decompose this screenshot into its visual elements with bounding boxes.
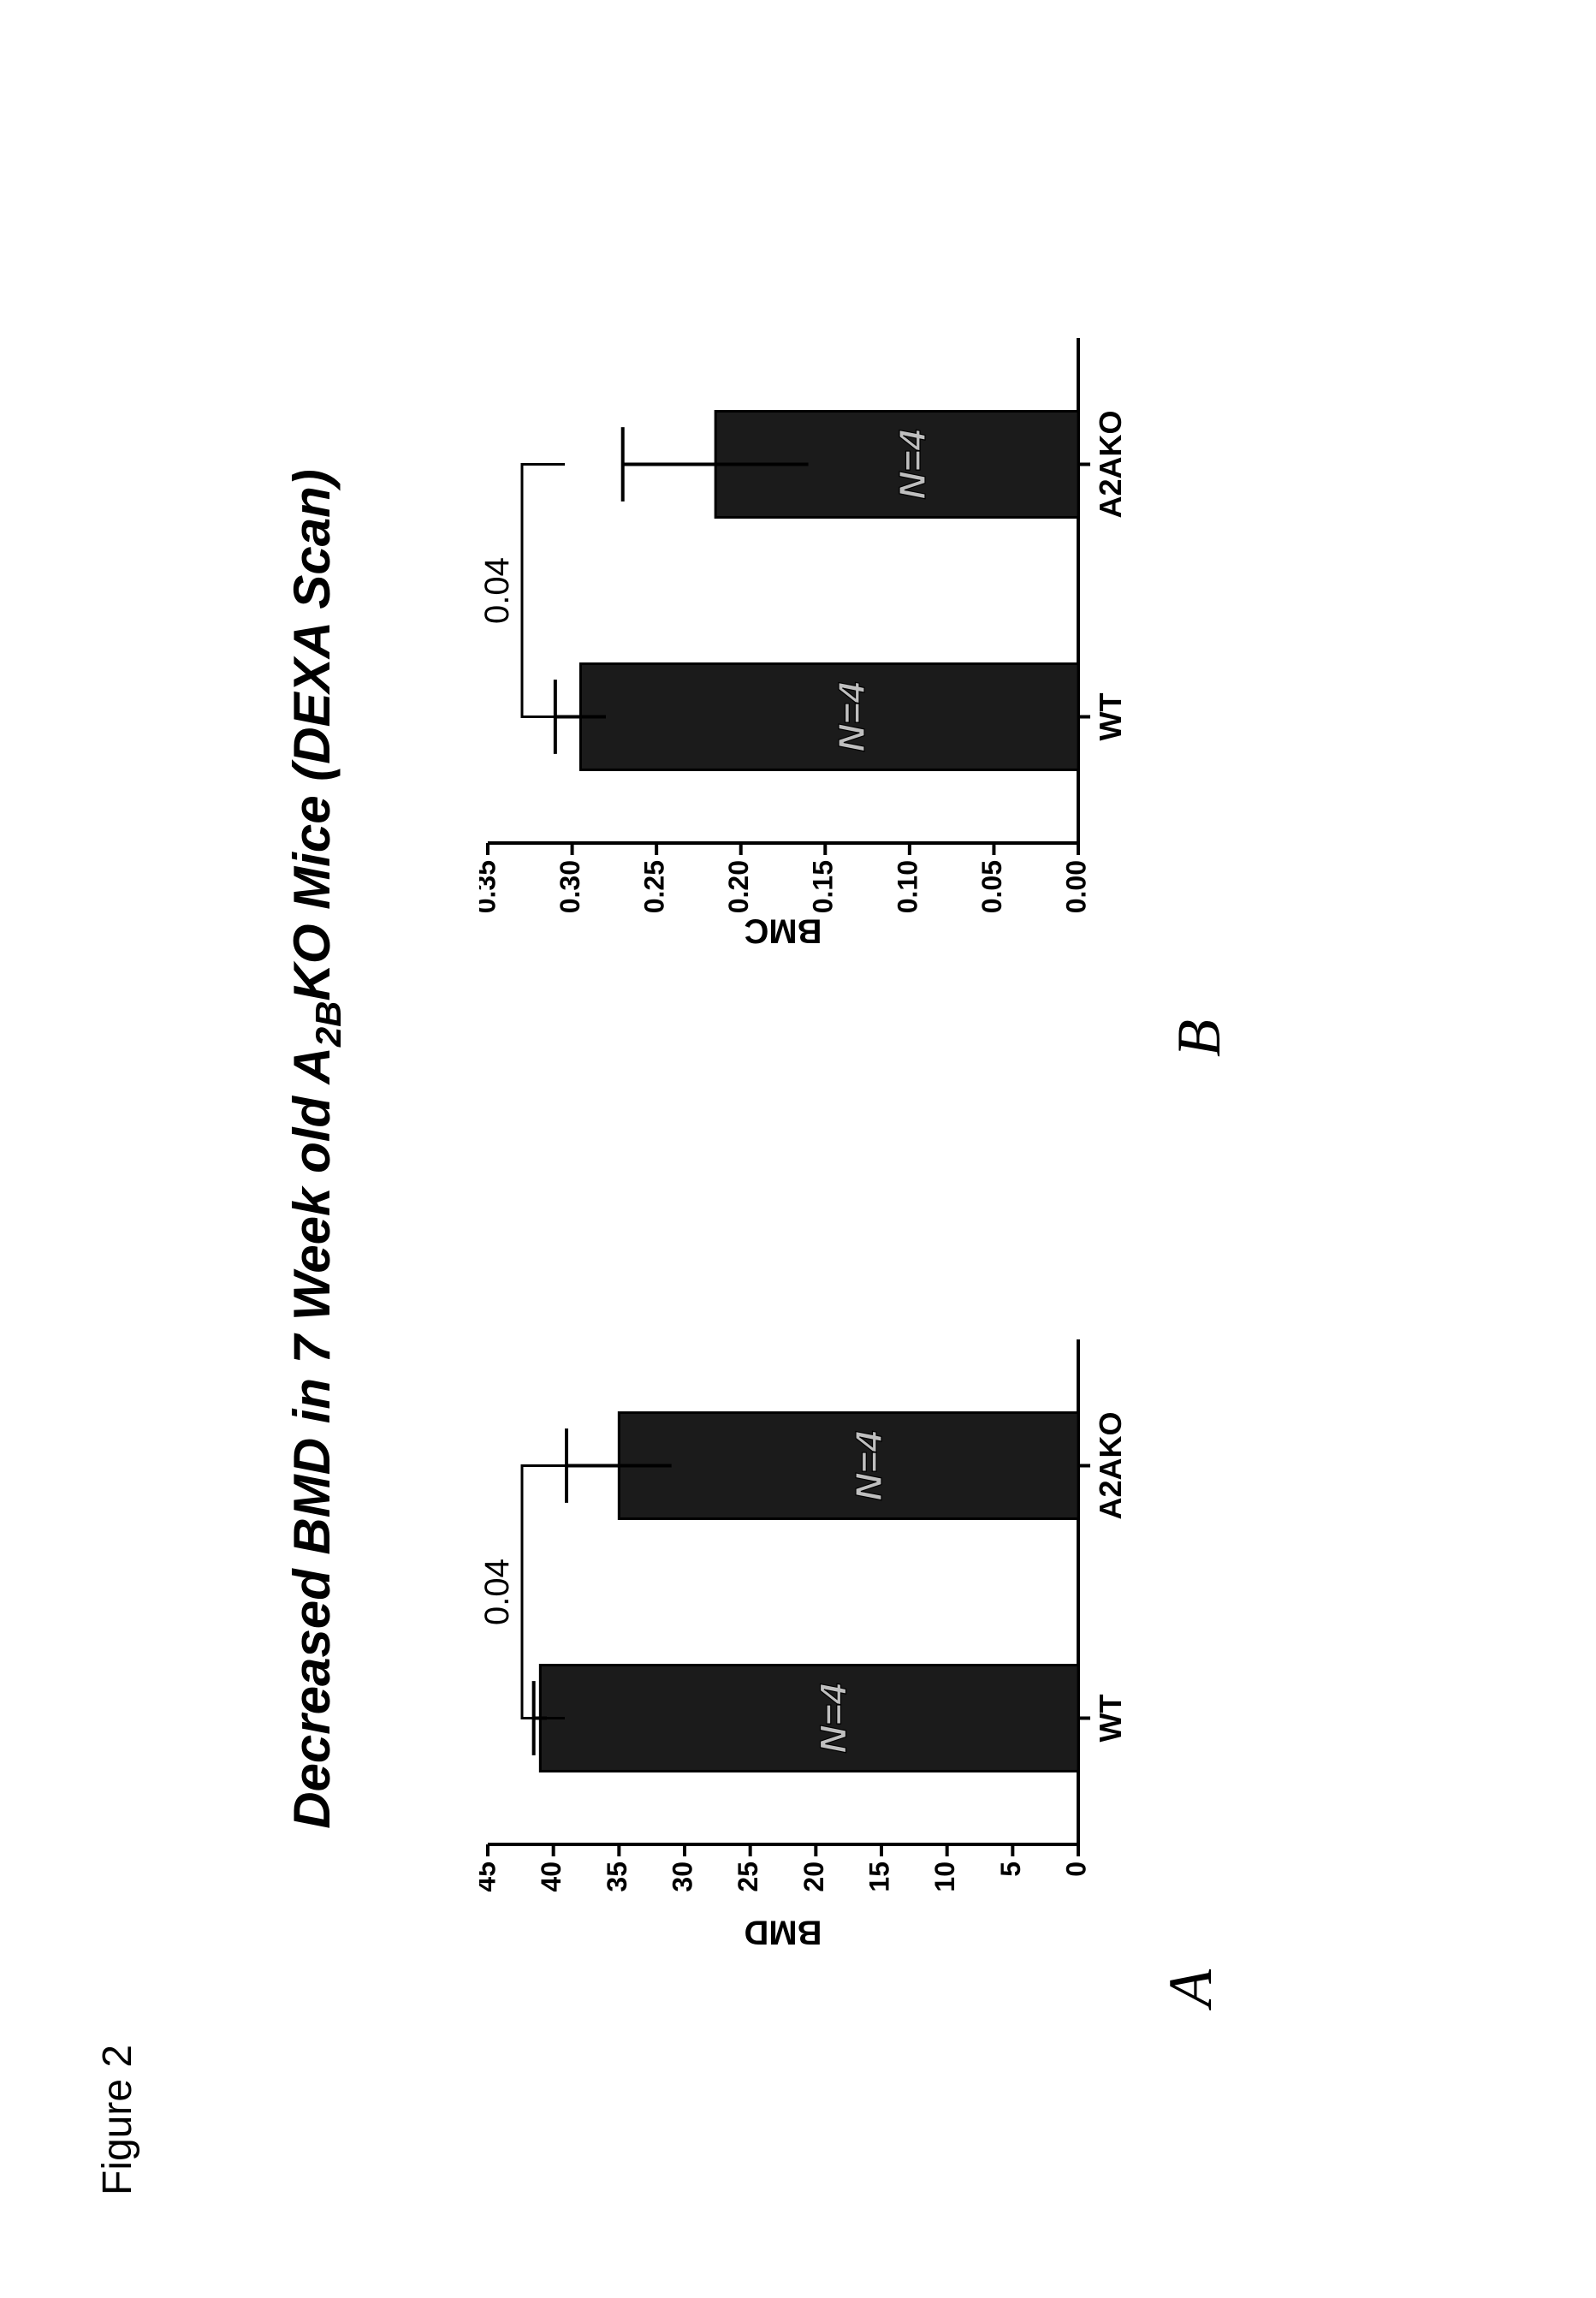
- svg-text:0.35: 0.35: [479, 860, 501, 913]
- bar-n-label: N=4: [892, 430, 934, 500]
- svg-text:0.00: 0.00: [1060, 860, 1091, 913]
- landscape-container: Figure 2 Decreased BMD in 7 Week old A2B…: [0, 0, 1596, 2298]
- svg-text:40: 40: [536, 1862, 567, 1892]
- x-category-label: WT: [1093, 693, 1128, 741]
- panel-b-label: B: [1164, 1019, 1235, 1057]
- x-category-label: A2AKO: [1093, 1411, 1128, 1519]
- svg-text:30: 30: [667, 1862, 697, 1892]
- svg-text:0.15: 0.15: [808, 860, 839, 913]
- svg-text:BMC: BMC: [744, 911, 822, 949]
- svg-text:0: 0: [1060, 1862, 1091, 1877]
- bar: [580, 664, 1078, 770]
- x-category-label: A2AKO: [1093, 410, 1128, 518]
- panel-b-chart: 0.00 0.05 0.10 0.15 0.20 0.25 0.30 0.35 BMC N=4 WT…: [479, 330, 1130, 954]
- svg-text:5: 5: [995, 1862, 1026, 1877]
- svg-text:0.25: 0.25: [639, 860, 670, 913]
- svg-text:15: 15: [863, 1862, 894, 1892]
- bar: [540, 1666, 1078, 1772]
- p-value-label: 0.04: [479, 557, 516, 624]
- svg-text:0.10: 0.10: [892, 860, 923, 913]
- svg-text:20: 20: [798, 1862, 829, 1892]
- x-category-label: WT: [1093, 1695, 1128, 1743]
- svg-text:45: 45: [479, 1862, 501, 1892]
- svg-text:0.20: 0.20: [723, 860, 754, 913]
- svg-text:0.30: 0.30: [555, 860, 585, 913]
- svg-text:10: 10: [929, 1862, 960, 1892]
- bar-n-label: N=4: [813, 1683, 855, 1754]
- significance-bracket: [522, 465, 565, 717]
- bar-n-label: N=4: [831, 682, 873, 752]
- p-value-label: 0.04: [479, 1559, 516, 1625]
- figure-number-label: Figure 2: [94, 2045, 141, 2195]
- svg-text:BMD: BMD: [744, 1913, 822, 1951]
- panel-a-chart: 0 5 10 15 20 25 30 35 40 45 BMD N=4 WT N=4 A2AKO 0.04: [479, 1331, 1130, 1956]
- svg-text:35: 35: [602, 1862, 632, 1892]
- figure-title: Decreased BMD in 7 Week old A2BKO Mice (…: [282, 0, 349, 2298]
- page: Figure 2 Decreased BMD in 7 Week old A2B…: [0, 0, 1596, 2298]
- bar-n-label: N=4: [848, 1431, 890, 1501]
- svg-text:0.05: 0.05: [976, 860, 1007, 913]
- panel-a-label: A: [1155, 1969, 1226, 2007]
- svg-text:25: 25: [733, 1862, 763, 1892]
